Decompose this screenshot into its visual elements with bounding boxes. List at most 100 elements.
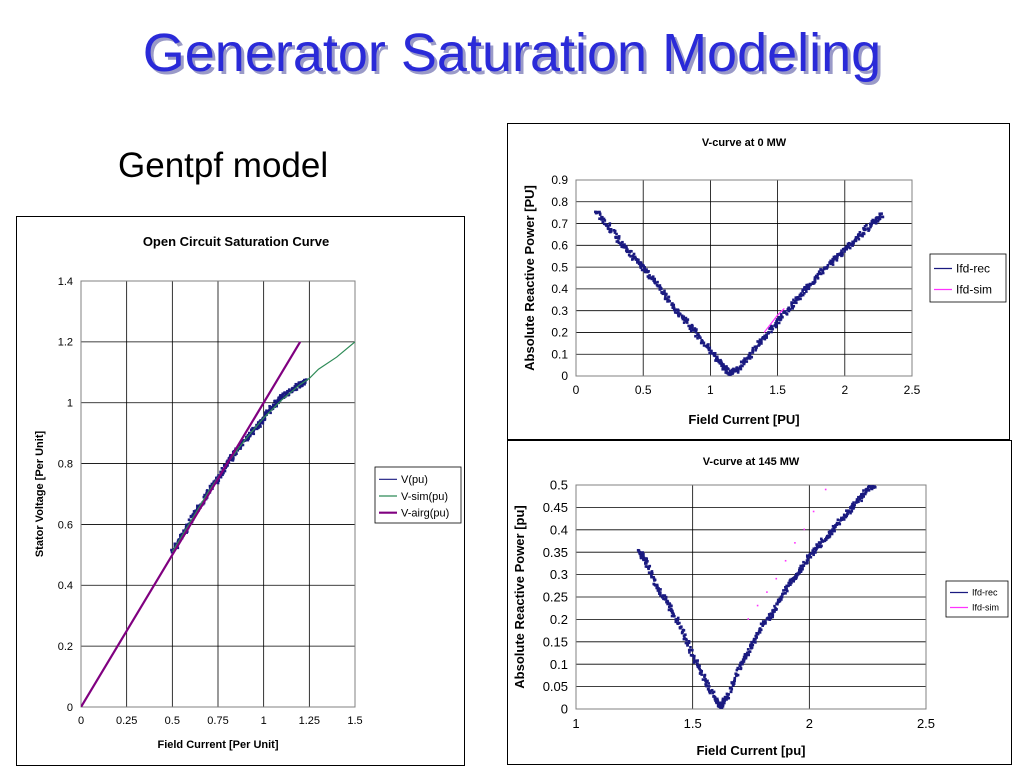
data-point (745, 651, 749, 655)
data-point (755, 632, 758, 635)
data-point (609, 229, 613, 233)
x-tick-label: 0.5 (635, 383, 652, 397)
data-point (707, 343, 710, 346)
data-point (287, 393, 291, 396)
data-point (779, 313, 783, 316)
data-point (686, 641, 690, 645)
data-point (774, 608, 778, 612)
data-point (689, 654, 693, 657)
data-point (642, 557, 645, 561)
data-point (789, 583, 792, 587)
data-point (880, 212, 883, 215)
data-point (663, 297, 667, 301)
data-point (821, 539, 825, 543)
data-point (733, 676, 737, 680)
data-point (711, 691, 714, 695)
data-point (876, 216, 879, 220)
data-point (823, 266, 826, 269)
y-tick-label: 0.1 (551, 347, 568, 361)
data-point (809, 555, 813, 559)
data-point (869, 225, 872, 229)
data-point (881, 215, 885, 219)
chart-title: V-curve at 145 MW (703, 456, 800, 468)
data-point (663, 289, 666, 293)
data-point (268, 408, 271, 412)
data-point (667, 299, 671, 303)
data-point (697, 665, 700, 669)
data-point (754, 347, 758, 351)
data-point (682, 315, 686, 319)
data-point (185, 523, 188, 527)
data-point (661, 292, 665, 296)
data-point (799, 297, 802, 301)
data-point (832, 255, 836, 259)
data-point (781, 315, 784, 319)
x-axis-label: Field Current [pu] (696, 743, 805, 758)
data-point (824, 488, 827, 491)
data-point (816, 545, 819, 548)
data-point (798, 294, 802, 298)
data-point (813, 277, 817, 281)
data-point (850, 509, 854, 513)
series-points-ifd-sim (747, 488, 827, 620)
data-point (689, 645, 692, 649)
data-point (805, 283, 808, 287)
data-point (818, 544, 821, 547)
data-point (653, 579, 656, 582)
data-point (280, 397, 284, 400)
data-point (707, 348, 711, 351)
data-point (676, 616, 680, 620)
data-point (647, 567, 650, 571)
data-point (215, 476, 218, 480)
data-point (678, 312, 682, 316)
data-point (869, 486, 873, 490)
data-point (655, 586, 658, 590)
y-tick-label: 0.6 (551, 239, 568, 253)
data-point (754, 638, 757, 641)
data-point (240, 441, 243, 445)
v145-plot-svg: V-curve at 145 MW 1 1.5 2 2.5 0 0.05 0.1 0.15 0.2… (512, 456, 1009, 758)
data-point (849, 511, 852, 515)
data-point (720, 706, 724, 709)
data-point (716, 359, 719, 362)
legend-entry-label: Ifd-sim (956, 283, 992, 297)
data-point (740, 360, 743, 364)
data-point (786, 589, 789, 593)
data-point (301, 380, 305, 383)
data-point (760, 339, 763, 343)
data-point (801, 567, 804, 571)
data-point (713, 354, 717, 358)
y-tick-label: 0.2 (551, 326, 568, 340)
data-point (231, 457, 235, 461)
data-point (605, 224, 608, 227)
data-point (858, 231, 862, 234)
data-point (849, 506, 852, 509)
data-point (742, 359, 745, 362)
data-point (222, 471, 225, 475)
data-point (803, 291, 806, 295)
data-point (736, 367, 739, 371)
data-point (861, 234, 864, 238)
data-point (687, 640, 691, 643)
data-point (644, 559, 648, 563)
data-point (231, 458, 235, 462)
data-point (813, 276, 817, 279)
data-point (794, 296, 798, 299)
y-tick-label: 0.8 (551, 195, 568, 209)
y-tick-label: 0.3 (551, 304, 568, 318)
data-point (598, 212, 602, 216)
data-point (778, 597, 782, 601)
data-point (682, 629, 686, 632)
data-point (816, 274, 819, 278)
data-point (796, 573, 799, 577)
x-tick-label: 1.5 (347, 715, 362, 727)
data-point (742, 660, 746, 663)
y-tick-label: 1 (67, 398, 73, 410)
data-point (857, 237, 861, 241)
data-point (840, 516, 843, 520)
y-tick-label: 0.5 (550, 478, 568, 493)
data-point (608, 223, 612, 227)
data-point (734, 369, 738, 373)
data-point (259, 425, 262, 428)
data-point (608, 228, 612, 231)
